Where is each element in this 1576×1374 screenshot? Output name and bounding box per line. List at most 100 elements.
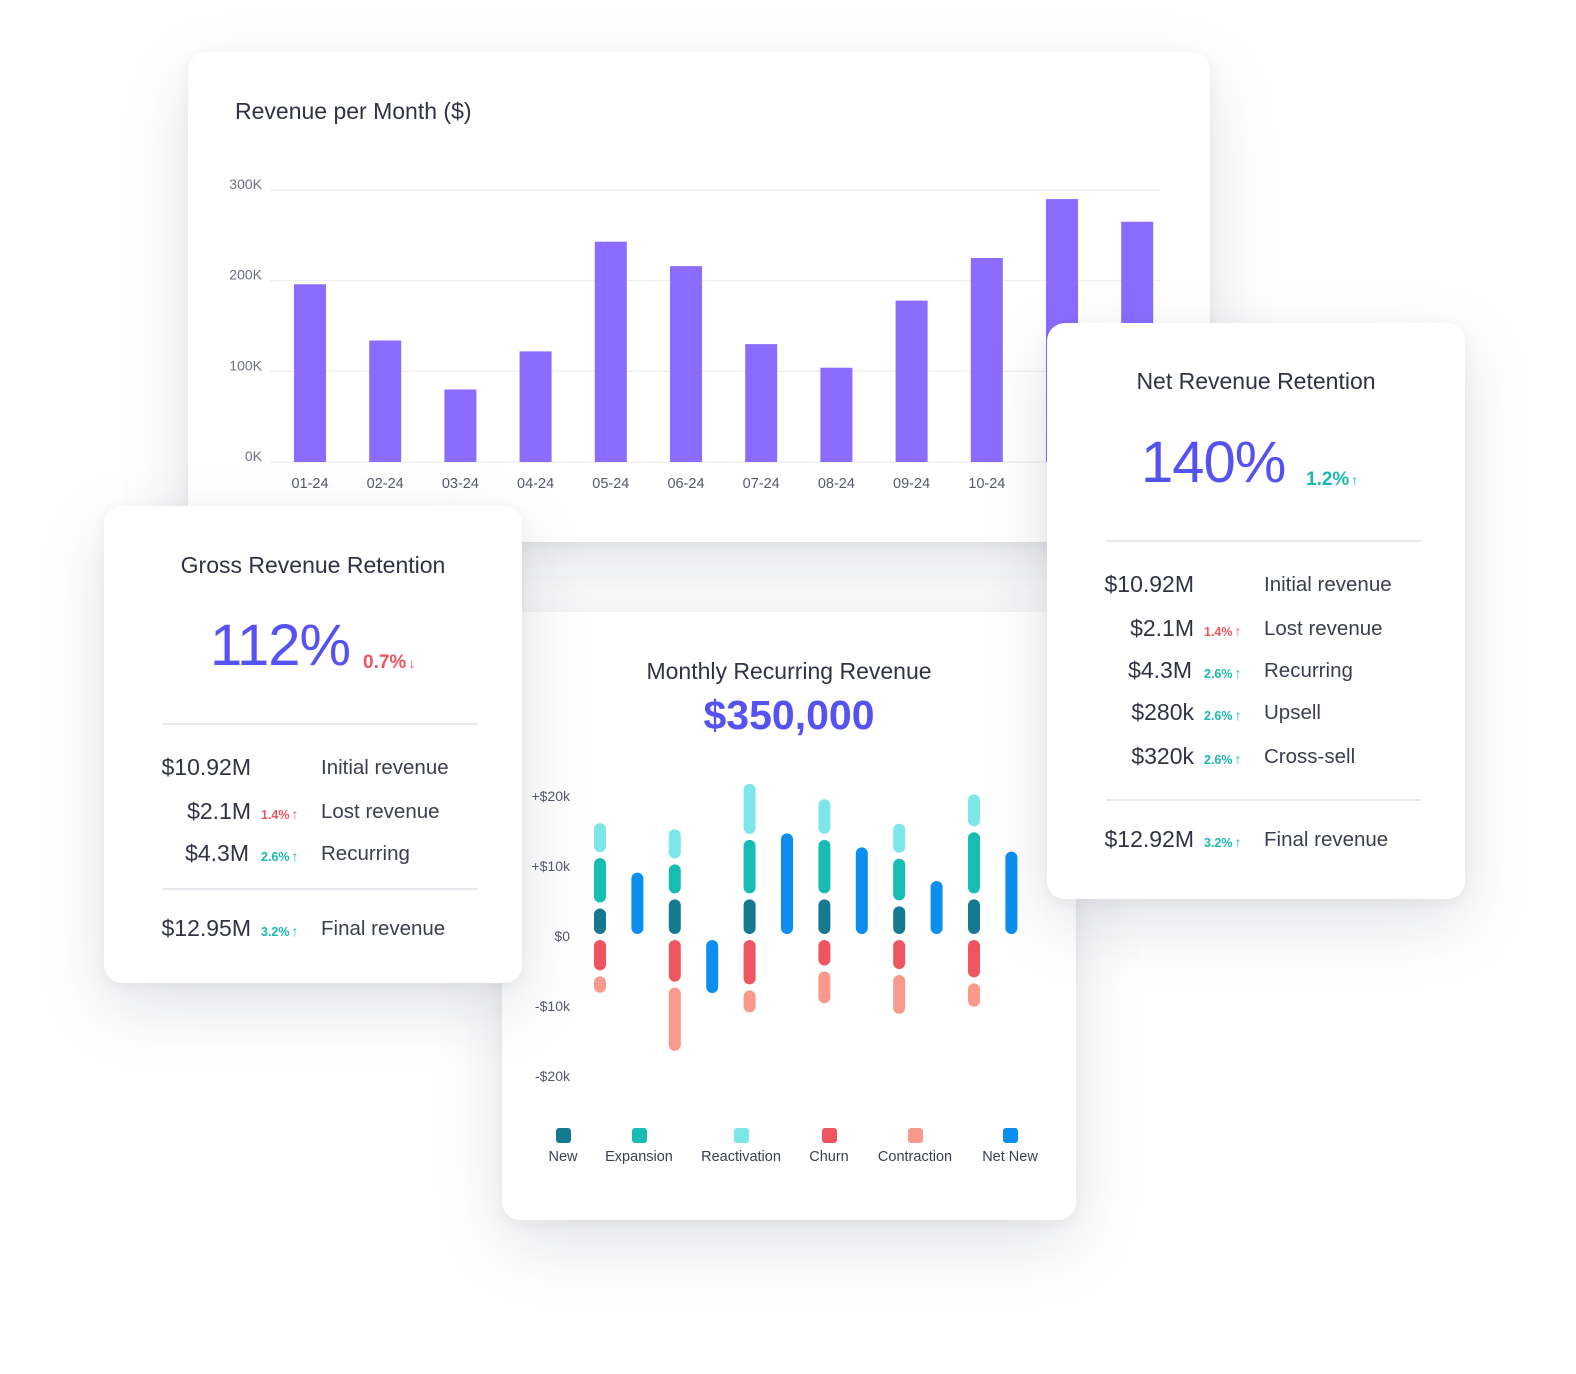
- new-segment: [668, 899, 681, 934]
- bar-03-24: [444, 389, 477, 462]
- grr-delta-value: 0.7%: [363, 652, 407, 673]
- arrow-up-icon: ↑: [1351, 472, 1359, 488]
- nrr-row-amount: $4.3M: [1128, 657, 1192, 683]
- bar-06-24: [670, 266, 702, 462]
- grr-divider-bottom: [163, 888, 478, 890]
- contraction-segment: [968, 983, 980, 1007]
- reactivation-segment: [594, 823, 606, 853]
- gross-revenue-retention-card: Gross Revenue Retention 112% 0.7% ↓ $10.9…: [104, 506, 522, 983]
- bar-07-24: [745, 344, 778, 462]
- legend-swatch-net-new: [1002, 1128, 1018, 1143]
- nrr-final-delta-value: 3.2%: [1204, 836, 1233, 850]
- net-new-bar: [855, 847, 868, 934]
- new-segment: [594, 908, 606, 934]
- x-tick-label: 04-24: [517, 476, 554, 492]
- legend-item-expansion: Expansion: [589, 1128, 689, 1165]
- reactivation-segment: [893, 823, 906, 853]
- nrr-row-label: Initial revenue: [1264, 573, 1392, 596]
- net-new-bar: [1005, 851, 1018, 934]
- legend-item-new: New: [513, 1128, 613, 1165]
- x-tick-label: 01-24: [291, 476, 328, 492]
- grr-row-amount: $2.1M: [187, 798, 251, 824]
- legend-item-churn: Churn: [779, 1128, 879, 1165]
- grr-row-delta-value: 1.4%: [261, 808, 290, 822]
- churn-segment: [968, 940, 980, 978]
- net-revenue-retention-card: Net Revenue Retention 140% 1.2% ↑ $10.92M…: [1047, 323, 1465, 899]
- new-segment: [893, 906, 906, 934]
- grr-final-amount: $12.95M: [161, 915, 251, 941]
- arrow-up-icon: ↑: [291, 848, 299, 864]
- y-tick-label: +$10k: [531, 858, 571, 874]
- nrr-row-label: Upsell: [1264, 701, 1321, 724]
- net-new-bar: [930, 881, 943, 934]
- nrr-row-delta-value: 1.4%: [1204, 625, 1233, 639]
- x-tick-label: 07-24: [743, 476, 780, 492]
- arrow-up-icon: ↑: [291, 923, 299, 939]
- nrr-divider-bottom: [1106, 799, 1421, 801]
- grr-final-delta: 3.2% ↑: [261, 923, 299, 939]
- mrr-title: Monthly Recurring Revenue: [646, 658, 932, 684]
- nrr-title: Net Revenue Retention: [1136, 368, 1376, 394]
- legend-swatch-contraction: [907, 1128, 923, 1143]
- legend-label-net-new: Net New: [982, 1149, 1038, 1165]
- arrow-up-icon: ↑: [291, 806, 299, 822]
- churn-segment: [668, 940, 681, 982]
- arrow-up-icon: ↑: [1234, 751, 1242, 767]
- nrr-percent: 140%: [1141, 430, 1286, 495]
- nrr-final-amount: $12.92M: [1104, 826, 1194, 852]
- nrr-row-amount: $10.92M: [1104, 571, 1194, 597]
- expansion-segment: [968, 832, 980, 894]
- legend-swatch-churn: [821, 1128, 837, 1143]
- net-new-bar: [631, 872, 644, 934]
- nrr-divider-top: [1106, 540, 1421, 542]
- contraction-segment: [668, 987, 681, 1051]
- expansion-segment: [818, 839, 831, 894]
- revenue-chart-title: Revenue per Month ($): [235, 98, 472, 124]
- churn-segment: [818, 940, 831, 966]
- reactivation-segment: [743, 783, 756, 834]
- legend-item-reactivation: Reactivation: [691, 1128, 791, 1165]
- grr-row-amount: $4.3M: [185, 840, 249, 866]
- churn-segment: [893, 940, 906, 969]
- expansion-segment: [594, 858, 606, 903]
- legend-swatch-reactivation: [733, 1128, 749, 1143]
- mrr-card: Monthly Recurring Revenue $350,000 +$20k…: [502, 612, 1076, 1220]
- nrr-row-amount: $320k: [1131, 743, 1194, 769]
- nrr-row-delta: 2.6% ↑: [1204, 751, 1242, 767]
- nrr-row-delta: 1.4% ↑: [1204, 623, 1242, 639]
- bar-04-24: [519, 351, 552, 462]
- legend-label-reactivation: Reactivation: [701, 1149, 781, 1165]
- legend-label-expansion: Expansion: [605, 1149, 673, 1165]
- mrr-stacked-chart: +$20k +$10k $0 -$10k -$20k: [531, 783, 1018, 1084]
- arrow-up-icon: ↑: [1234, 834, 1242, 850]
- y-tick-label: -$20k: [535, 1068, 571, 1084]
- y-tick-label: $0: [554, 928, 570, 944]
- legend-label-churn: Churn: [809, 1149, 849, 1165]
- grr-final-label: Final revenue: [321, 917, 446, 940]
- arrow-up-icon: ↑: [1234, 707, 1242, 723]
- bar-08-24: [820, 367, 853, 462]
- contraction-segment: [594, 976, 606, 993]
- grr-delta: 0.7% ↓: [363, 652, 415, 674]
- legend-item-net-new: Net New: [960, 1128, 1060, 1165]
- nrr-row-label: Cross-sell: [1264, 745, 1356, 768]
- x-tick-label: 03-24: [442, 476, 479, 492]
- grr-row-delta: 1.4% ↑: [261, 806, 299, 822]
- x-tick-label: 08-24: [818, 476, 855, 492]
- new-segment: [968, 899, 980, 934]
- nrr-final-delta: 3.2% ↑: [1204, 834, 1242, 850]
- bar-02-24: [369, 340, 402, 462]
- bar-01-24: [294, 284, 326, 462]
- new-segment: [818, 899, 831, 934]
- grr-title: Gross Revenue Retention: [180, 552, 446, 578]
- nrr-row-delta: 2.6% ↑: [1204, 665, 1242, 681]
- grr-row-label: Lost revenue: [321, 800, 440, 823]
- nrr-row-label: Recurring: [1264, 659, 1353, 682]
- legend-label-new: New: [548, 1149, 578, 1165]
- expansion-segment: [893, 858, 906, 901]
- x-tick-label: 02-24: [367, 476, 404, 492]
- grr-row-delta-value: 2.6%: [261, 850, 290, 864]
- nrr-delta-value: 1.2%: [1306, 469, 1350, 490]
- expansion-segment: [743, 839, 756, 894]
- arrow-up-icon: ↑: [1234, 623, 1242, 639]
